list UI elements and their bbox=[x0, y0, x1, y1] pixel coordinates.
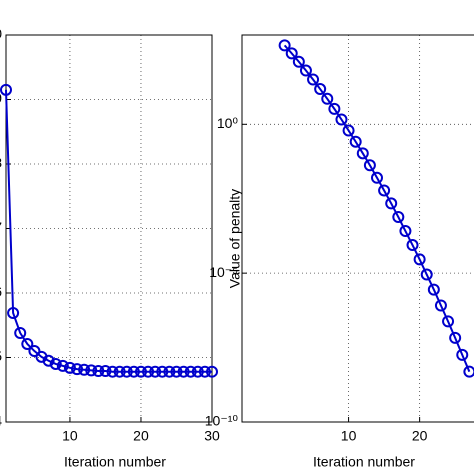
marker bbox=[463, 365, 474, 378]
marker bbox=[127, 365, 140, 378]
marker bbox=[134, 365, 147, 378]
marker bbox=[292, 55, 305, 68]
marker bbox=[321, 92, 334, 105]
marker bbox=[285, 47, 298, 60]
x-tick-label: 10 bbox=[341, 428, 357, 444]
marker bbox=[278, 39, 291, 52]
x-axis-label: Iteration number bbox=[313, 454, 415, 470]
marker bbox=[307, 73, 320, 86]
marker bbox=[149, 365, 162, 378]
marker bbox=[163, 365, 176, 378]
marker bbox=[106, 365, 119, 378]
marker bbox=[85, 364, 98, 377]
marker bbox=[349, 135, 362, 148]
y-tick-label: 7 bbox=[0, 219, 2, 235]
y-axis-label: Value of penalty bbox=[227, 189, 243, 288]
marker bbox=[420, 268, 433, 281]
x-tick-label: 20 bbox=[412, 428, 428, 444]
line bbox=[283, 44, 471, 373]
marker bbox=[385, 197, 398, 210]
marker bbox=[184, 365, 197, 378]
x-tick-label: 10 bbox=[62, 428, 78, 444]
y-tick-label: 9 bbox=[0, 90, 2, 106]
marker bbox=[99, 365, 112, 378]
marker bbox=[314, 83, 327, 96]
line bbox=[5, 89, 212, 373]
marker bbox=[378, 184, 391, 197]
y-tick-label: 8 bbox=[0, 155, 2, 171]
marker bbox=[399, 225, 412, 238]
x-tick-label: 20 bbox=[133, 428, 149, 444]
marker bbox=[456, 348, 469, 361]
y-tick-label: 4 bbox=[0, 413, 2, 429]
marker bbox=[177, 365, 190, 378]
marker bbox=[406, 239, 419, 252]
marker bbox=[198, 365, 211, 378]
x-tick-label: 30 bbox=[204, 428, 220, 444]
x-axis-label: Iteration number bbox=[64, 454, 166, 470]
marker bbox=[191, 365, 204, 378]
marker bbox=[434, 299, 447, 312]
marker bbox=[120, 365, 133, 378]
marker bbox=[0, 83, 12, 96]
marker bbox=[356, 147, 369, 160]
marker bbox=[328, 102, 341, 115]
marker bbox=[142, 365, 155, 378]
marker bbox=[449, 331, 462, 344]
marker bbox=[206, 365, 218, 378]
marker bbox=[299, 64, 312, 77]
y-tick-label: 5 bbox=[0, 348, 2, 364]
y-tick-label: 6 bbox=[0, 284, 2, 300]
marker bbox=[392, 210, 405, 223]
marker bbox=[92, 365, 105, 378]
marker bbox=[335, 113, 348, 126]
marker bbox=[442, 315, 455, 328]
marker bbox=[342, 124, 355, 137]
marker bbox=[113, 365, 126, 378]
marker bbox=[42, 354, 55, 367]
y-tick-label: 10 bbox=[0, 26, 2, 42]
marker bbox=[21, 337, 34, 350]
y-tick-label: 10⁰ bbox=[217, 115, 239, 131]
marker bbox=[28, 345, 41, 358]
marker bbox=[156, 365, 169, 378]
marker bbox=[14, 326, 27, 339]
axes-box bbox=[5, 34, 213, 423]
marker bbox=[63, 361, 76, 374]
marker bbox=[71, 363, 84, 376]
marker bbox=[78, 363, 91, 376]
marker bbox=[371, 171, 383, 184]
marker bbox=[413, 253, 426, 266]
marker bbox=[170, 365, 183, 378]
y-tick-label: 10⁻⁵ bbox=[209, 264, 238, 280]
axes-box bbox=[241, 34, 474, 423]
marker bbox=[427, 283, 440, 296]
y-tick-label: 10⁻¹⁰ bbox=[205, 413, 239, 429]
marker bbox=[56, 359, 69, 372]
marker bbox=[7, 306, 20, 319]
marker bbox=[363, 159, 376, 172]
marker bbox=[49, 357, 62, 370]
